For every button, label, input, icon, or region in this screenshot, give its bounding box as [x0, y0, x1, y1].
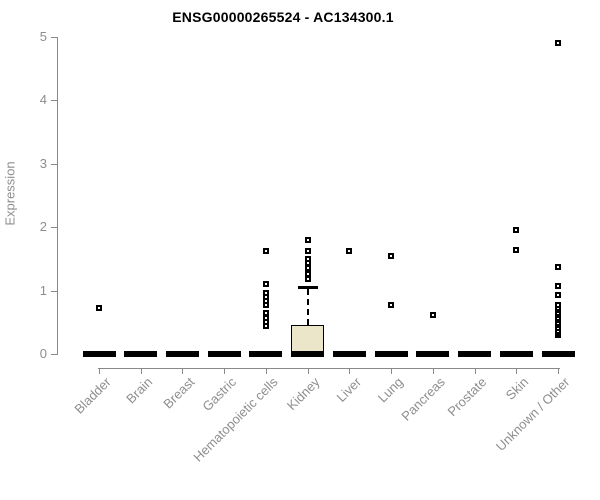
outlier-point — [304, 255, 311, 262]
outlier-point — [555, 263, 562, 270]
x-axis-tick — [474, 368, 476, 374]
y-axis-tick — [51, 227, 57, 229]
outlier-point — [262, 248, 269, 255]
outlier-point — [429, 312, 436, 319]
outlier-point — [555, 302, 562, 309]
chart-title: ENSG00000265524 - AC134300.1 — [172, 9, 394, 25]
x-axis-tick — [99, 368, 100, 374]
x-axis-category-label: Liver — [333, 374, 365, 405]
boxplot-median — [374, 351, 408, 357]
x-axis-line — [98, 368, 561, 369]
outlier-point — [555, 282, 562, 289]
x-axis-category-label: Prostate — [444, 374, 490, 420]
x-axis-category-label: Skin — [502, 374, 532, 403]
boxplot-median — [541, 351, 575, 357]
x-axis-category-label: Unknown / Other — [493, 374, 573, 454]
x-axis-tick — [558, 368, 560, 374]
outlier-point — [304, 248, 311, 255]
outlier-point — [513, 247, 520, 254]
x-axis-category-label: Lung — [374, 374, 407, 406]
x-axis-tick — [182, 368, 184, 374]
boxplot-median — [165, 351, 199, 357]
y-axis-title: Expression — [2, 161, 18, 226]
outlier-point — [96, 304, 102, 311]
boxplot-median — [332, 351, 366, 357]
y-axis-tick — [51, 37, 57, 38]
outlier-point — [513, 226, 520, 233]
x-axis-category-label: Kidney — [283, 374, 323, 414]
outlier-point — [262, 281, 269, 288]
boxplot-whisker-cap — [297, 286, 318, 290]
x-axis-category-label: Breast — [160, 374, 198, 412]
y-axis-tick-label: 2 — [39, 219, 47, 235]
outlier-point — [262, 289, 269, 296]
x-axis-category-label: Brain — [123, 374, 156, 407]
boxplot-median — [291, 351, 325, 357]
x-axis-tick — [140, 368, 142, 374]
x-axis-category-label: Hematopoietic cells — [190, 374, 281, 465]
y-axis-tick-label: 0 — [39, 346, 47, 361]
x-axis-tick — [349, 368, 351, 374]
x-axis-category-label: Bladder — [71, 374, 114, 417]
x-axis-category-label: Pancreas — [398, 374, 448, 424]
x-axis-tick — [224, 368, 226, 374]
x-axis-tick — [307, 368, 309, 374]
outlier-point — [304, 236, 311, 243]
y-axis-tick — [51, 290, 57, 292]
outlier-point — [555, 40, 562, 47]
boxplot-median — [416, 351, 450, 357]
x-axis-tick — [265, 368, 267, 374]
x-axis-tick — [516, 368, 518, 374]
boxplot-median — [82, 351, 116, 357]
y-axis-tick-label: 3 — [39, 155, 47, 171]
boxplot-median — [458, 351, 492, 357]
x-axis-category-label: Gastric — [199, 374, 240, 415]
outlier-point — [262, 310, 269, 317]
x-axis-tick — [432, 368, 434, 374]
boxplot-median — [124, 351, 158, 357]
y-axis-tick — [51, 354, 57, 355]
outlier-point — [388, 252, 395, 259]
outlier-point — [346, 248, 353, 255]
y-axis-tick-label: 5 — [39, 29, 47, 44]
boxplot-median — [249, 351, 283, 357]
boxplot-upper-whisker — [306, 289, 309, 326]
boxplot-median — [499, 351, 533, 357]
outlier-point — [388, 301, 395, 308]
y-axis-tick — [51, 163, 57, 165]
boxplot-median — [207, 351, 241, 357]
y-axis-line — [57, 37, 58, 355]
x-axis-tick — [391, 368, 393, 374]
y-axis-tick — [51, 100, 57, 102]
y-axis-tick-label: 4 — [39, 92, 47, 108]
outlier-point — [555, 292, 562, 299]
y-axis-tick-label: 1 — [39, 282, 47, 298]
outlier-point — [304, 271, 311, 278]
